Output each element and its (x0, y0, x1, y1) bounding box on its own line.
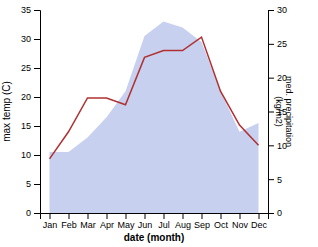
tick: Feb (61, 213, 77, 230)
tick-mark (34, 184, 40, 185)
tick: Mar (80, 213, 96, 230)
y2-axis: 051015202530 (268, 5, 287, 218)
tick-label: Feb (61, 220, 77, 230)
tick-label: 35 (21, 5, 31, 15)
tick: 25 (21, 63, 40, 73)
tick-mark (107, 213, 108, 219)
tick-label: Apr (100, 220, 114, 230)
marks (50, 22, 259, 213)
tick: 10 (21, 150, 40, 160)
tick-mark (88, 213, 89, 219)
tick: Nov (232, 213, 249, 230)
tick: Jul (158, 213, 170, 230)
tick-mark (164, 213, 165, 219)
tick-label: Jan (43, 220, 58, 230)
tick: 0 (268, 208, 282, 218)
tick-mark (145, 213, 146, 219)
tick-label: Aug (175, 220, 191, 230)
tick: Aug (175, 213, 191, 230)
y-axis: 0 5 10 15 20 25 30 35 (21, 5, 41, 218)
tick: 0 (26, 208, 40, 218)
tick-mark (268, 44, 274, 45)
tick-mark (50, 213, 51, 219)
tick-label: Nov (232, 220, 249, 230)
tick: Apr (100, 213, 114, 230)
x-axis: JanFebMar AprMayJun Jul AugSep OctNovDec (41, 213, 269, 230)
tick-label: 25 (277, 39, 287, 49)
tick: Jun (138, 213, 153, 230)
tick: Dec (251, 213, 268, 230)
tick-label: 20 (21, 92, 31, 102)
tick: 5 (268, 175, 282, 185)
tick-label: 0 (26, 208, 31, 218)
tick-mark (34, 213, 40, 214)
tick-mark (34, 10, 40, 11)
tick-mark (34, 155, 40, 156)
tick-mark (268, 78, 274, 79)
tick-mark (268, 145, 274, 146)
tick-mark (34, 97, 40, 98)
tick: 20 (21, 92, 40, 102)
tick-label: 15 (21, 121, 31, 131)
tick-mark (268, 213, 274, 214)
tick: 30 (268, 5, 287, 15)
tick-label: 25 (21, 63, 31, 73)
tick-label: 30 (277, 5, 287, 15)
tick-label: Mar (80, 220, 96, 230)
tick-label: 30 (21, 34, 31, 44)
tick: Oct (214, 213, 229, 230)
y2-axis-title-line: med. precipitation (284, 76, 294, 147)
tick-mark (221, 213, 222, 219)
tick-mark (34, 68, 40, 69)
tick-label: 0 (277, 208, 282, 218)
tick-mark (268, 179, 274, 180)
y2-axis-title-line: (kg/m2) (274, 96, 284, 127)
tick-label: 10 (21, 150, 31, 160)
tick-label: Dec (251, 220, 268, 230)
axis-line (41, 214, 269, 220)
tick-label: 5 (277, 175, 282, 185)
tick-label: Sep (194, 220, 210, 230)
tick: 25 (268, 39, 287, 49)
tick-mark (202, 213, 203, 219)
tick-mark (268, 112, 274, 113)
y-axis-title: max temp (C) (1, 81, 12, 142)
tick: 30 (21, 34, 40, 44)
axis-line (269, 11, 275, 214)
tick: 5 (26, 179, 40, 189)
tick-label: Oct (214, 220, 229, 230)
tick-mark (183, 213, 184, 219)
tick: Sep (194, 213, 210, 230)
tick: May (117, 213, 135, 230)
tick-mark (34, 126, 40, 127)
tick-label: Jun (138, 220, 153, 230)
axis-line (34, 11, 41, 214)
tick-label: May (117, 220, 135, 230)
line (50, 37, 259, 159)
area (50, 22, 259, 213)
tick: 15 (21, 121, 40, 131)
tick: Jan (43, 213, 58, 230)
tick-mark (268, 10, 274, 11)
x-axis-title: date (month) (124, 232, 185, 243)
tick: 35 (21, 5, 40, 15)
chart: JanFebMar AprMayJun Jul AugSep OctNovDec 0 5 10… (0, 0, 318, 247)
y2-axis-title: med. precipitation(kg/m2) (274, 76, 294, 147)
tick-mark (240, 213, 241, 219)
tick-mark (126, 213, 127, 219)
tick-mark (259, 213, 260, 219)
tick-mark (34, 39, 40, 40)
tick-label: Jul (158, 220, 170, 230)
tick-label: 5 (26, 179, 31, 189)
tick-mark (69, 213, 70, 219)
plot: JanFebMar AprMayJun Jul AugSep OctNovDec 0 5 10… (21, 5, 287, 230)
